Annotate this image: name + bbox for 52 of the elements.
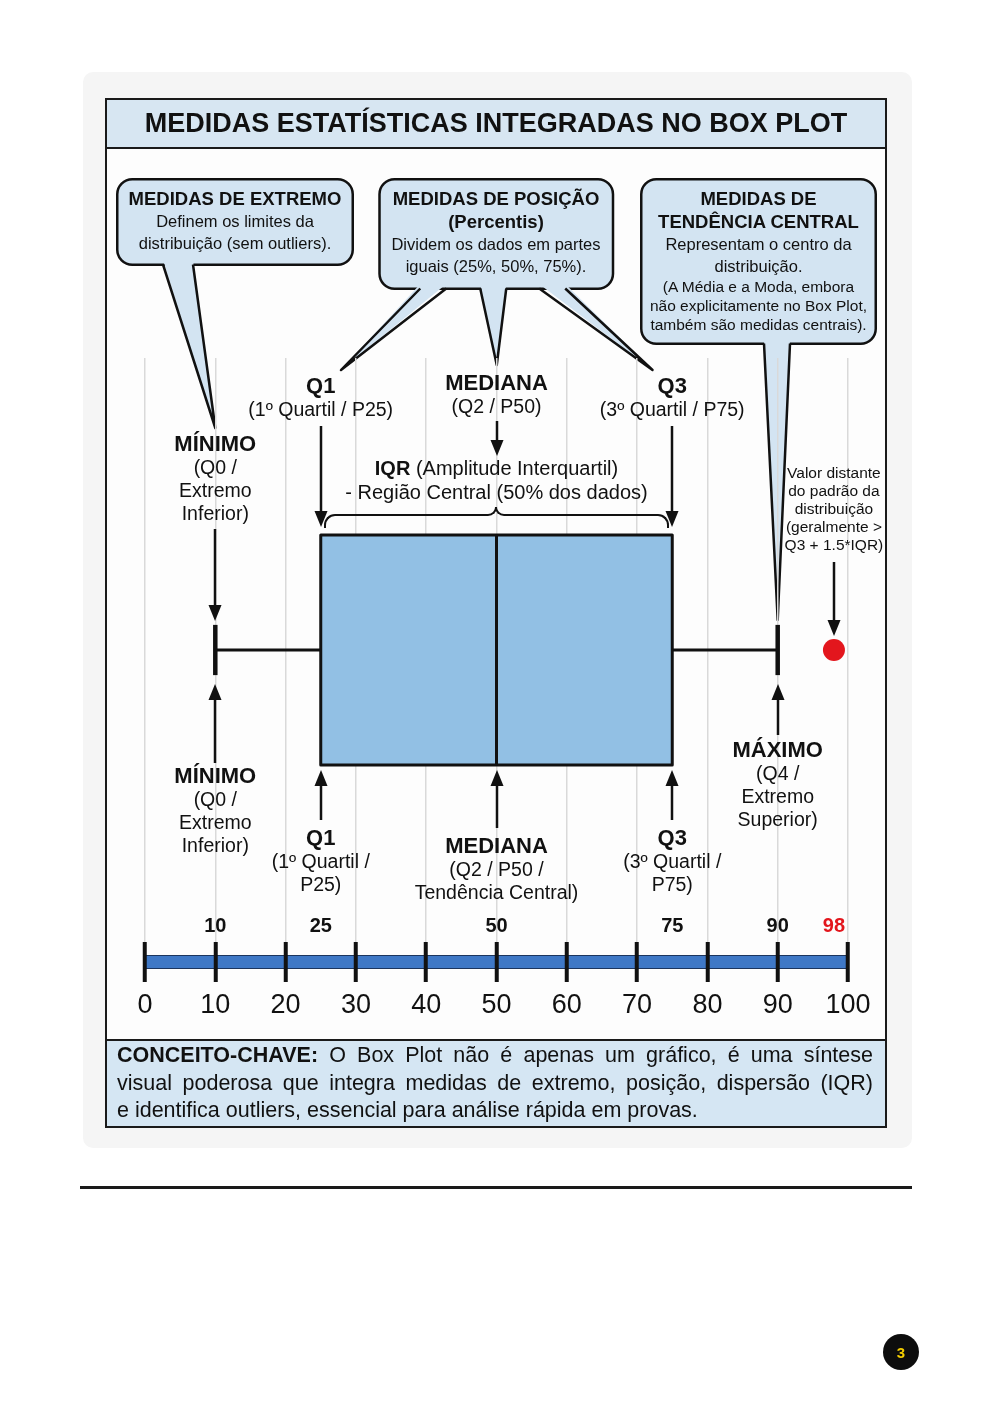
annotation: (3º Quartil / P75): [622, 850, 723, 896]
annotation: Q3: [656, 373, 688, 398]
x-tick-label: 10: [200, 988, 231, 1019]
text: MEDIDAS DE TENDÊNCIA CENTRAL: [657, 187, 860, 233]
annotation: 90: [765, 913, 790, 937]
annotation: MÍNIMO: [173, 763, 257, 788]
annotation: Valor distante do padrão da distribuição (geralmente > Q3 + 1.5*IQR): [783, 464, 884, 554]
annotation: MÁXIMO: [731, 737, 824, 762]
text: Dividem os dados em partes iguais (25%, 50%, 75%).: [390, 234, 602, 277]
text: Representam o centro da distribuição.: [664, 234, 853, 277]
x-tick-label: 70: [622, 988, 653, 1019]
text: O Box Plot não é apenas um gráfico, é uma síntese: [329, 1043, 873, 1067]
text: MEDIDAS DE POSIÇÃO (Percentis): [392, 187, 600, 233]
x-tick-label: 20: [270, 988, 301, 1019]
annotation: 25: [308, 913, 333, 937]
annotation: (1º Quartil / P25): [270, 850, 371, 896]
annotation: MÍNIMO: [173, 431, 257, 456]
x-tick-label: 40: [411, 988, 442, 1019]
x-tick-label: 50: [481, 988, 512, 1019]
x-tick-label: 80: [692, 988, 723, 1019]
annotation: - Região Central (50% dos dados): [344, 480, 649, 504]
text: visual poderosa que integra medidas de extremo, posição, dispersão (IQR): [117, 1069, 873, 1097]
x-tick-label: 60: [551, 988, 582, 1019]
annotation: 50: [484, 913, 509, 937]
text: 3: [896, 1343, 906, 1361]
text: MEDIDAS DE EXTREMO: [128, 187, 342, 210]
annotation: (Q0 / Extremo Inferior): [178, 788, 253, 857]
annotation: (3º Quartil / P75): [599, 398, 746, 421]
text: Definem os limites da distribuição (sem outliers).: [138, 211, 332, 254]
annotation: Q1: [305, 825, 337, 850]
annotation: MEDIANA: [444, 833, 549, 858]
annotation: 98: [821, 913, 846, 937]
annotation: 75: [660, 913, 685, 937]
x-tick-label: 30: [340, 988, 371, 1019]
annotation: IQR: [374, 457, 411, 479]
text: e identifica outliers, essencial para análise rápida em provas.: [117, 1097, 699, 1124]
annotation: (1º Quartil / P25): [247, 398, 394, 421]
annotation: (Q2 / P50): [451, 395, 542, 418]
annotation: (Q4 / Extremo Superior): [736, 762, 819, 831]
annotation: MEDIANA: [444, 370, 549, 395]
x-tick-label: 90: [762, 988, 793, 1019]
chart-title: MEDIDAS ESTATÍSTICAS INTEGRADAS NO BOX PLOT: [144, 106, 848, 140]
x-tick-label: 0: [137, 988, 153, 1019]
text: CONCEITO-CHAVE:: [117, 1043, 319, 1067]
annotation: (Q0 / Extremo Inferior): [178, 456, 253, 525]
annotation: Q3: [656, 825, 688, 850]
annotation: (Q2 / P50 / Tendência Central): [414, 858, 579, 904]
x-tick-label: 100: [825, 988, 871, 1019]
annotation: Q1: [305, 373, 337, 398]
annotation: 10: [203, 913, 228, 937]
annotation: (Amplitude Interquartil): [415, 457, 619, 479]
text: (A Média e a Moda, embora não explicitamente no Box Plot, também são medidas centrais).: [649, 277, 868, 334]
